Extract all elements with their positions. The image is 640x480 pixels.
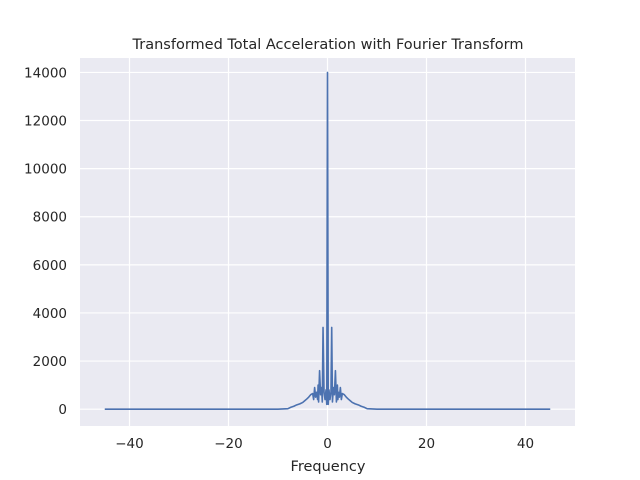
x-tick-label: 40 [517,436,534,452]
x-tick-label: 0 [323,436,332,452]
y-tick-label: 0 [58,402,67,418]
y-tick-label: 14000 [24,65,67,81]
y-tick-label: 12000 [24,114,67,130]
x-tick-labels: −40 −20 0 20 40 [115,436,534,452]
y-tick-labels: 0 2000 4000 6000 8000 10000 12000 14000 [24,65,67,418]
y-tick-label: 4000 [33,306,67,322]
chart-title: Transformed Total Acceleration with Four… [132,37,524,53]
y-tick-label: 2000 [33,354,67,370]
y-tick-label: 10000 [24,162,67,178]
x-tick-label: 20 [418,436,435,452]
x-axis-label: Frequency [291,459,366,475]
y-tick-label: 6000 [33,258,67,274]
series-layer [104,71,551,410]
x-tick-label: −40 [115,436,144,452]
series-line [104,71,551,410]
y-tick-label: 8000 [33,210,67,226]
x-tick-label: −20 [214,436,243,452]
